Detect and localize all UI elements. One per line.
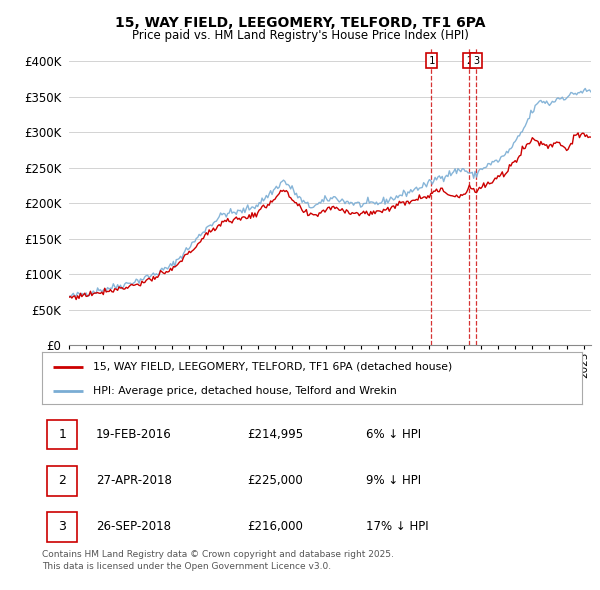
Text: £225,000: £225,000 — [247, 474, 303, 487]
Text: 17% ↓ HPI: 17% ↓ HPI — [366, 520, 428, 533]
Text: £214,995: £214,995 — [247, 428, 304, 441]
Text: 6% ↓ HPI: 6% ↓ HPI — [366, 428, 421, 441]
Bar — [47, 419, 77, 450]
Bar — [47, 466, 77, 496]
Text: 15, WAY FIELD, LEEGOMERY, TELFORD, TF1 6PA: 15, WAY FIELD, LEEGOMERY, TELFORD, TF1 6… — [115, 16, 485, 30]
Text: 9% ↓ HPI: 9% ↓ HPI — [366, 474, 421, 487]
Text: 1: 1 — [428, 55, 434, 65]
Text: 27-APR-2018: 27-APR-2018 — [96, 474, 172, 487]
Text: 2: 2 — [58, 474, 66, 487]
Text: 19-FEB-2016: 19-FEB-2016 — [96, 428, 172, 441]
Text: £216,000: £216,000 — [247, 520, 303, 533]
Text: 2: 2 — [466, 55, 472, 65]
Text: 3: 3 — [473, 55, 479, 65]
Bar — [47, 512, 77, 542]
Text: Price paid vs. HM Land Registry's House Price Index (HPI): Price paid vs. HM Land Registry's House … — [131, 29, 469, 42]
Text: 15, WAY FIELD, LEEGOMERY, TELFORD, TF1 6PA (detached house): 15, WAY FIELD, LEEGOMERY, TELFORD, TF1 6… — [94, 362, 452, 372]
Text: HPI: Average price, detached house, Telford and Wrekin: HPI: Average price, detached house, Telf… — [94, 386, 397, 396]
Text: Contains HM Land Registry data © Crown copyright and database right 2025.
This d: Contains HM Land Registry data © Crown c… — [42, 550, 394, 571]
Text: 1: 1 — [58, 428, 66, 441]
Text: 26-SEP-2018: 26-SEP-2018 — [96, 520, 171, 533]
Text: 3: 3 — [58, 520, 66, 533]
